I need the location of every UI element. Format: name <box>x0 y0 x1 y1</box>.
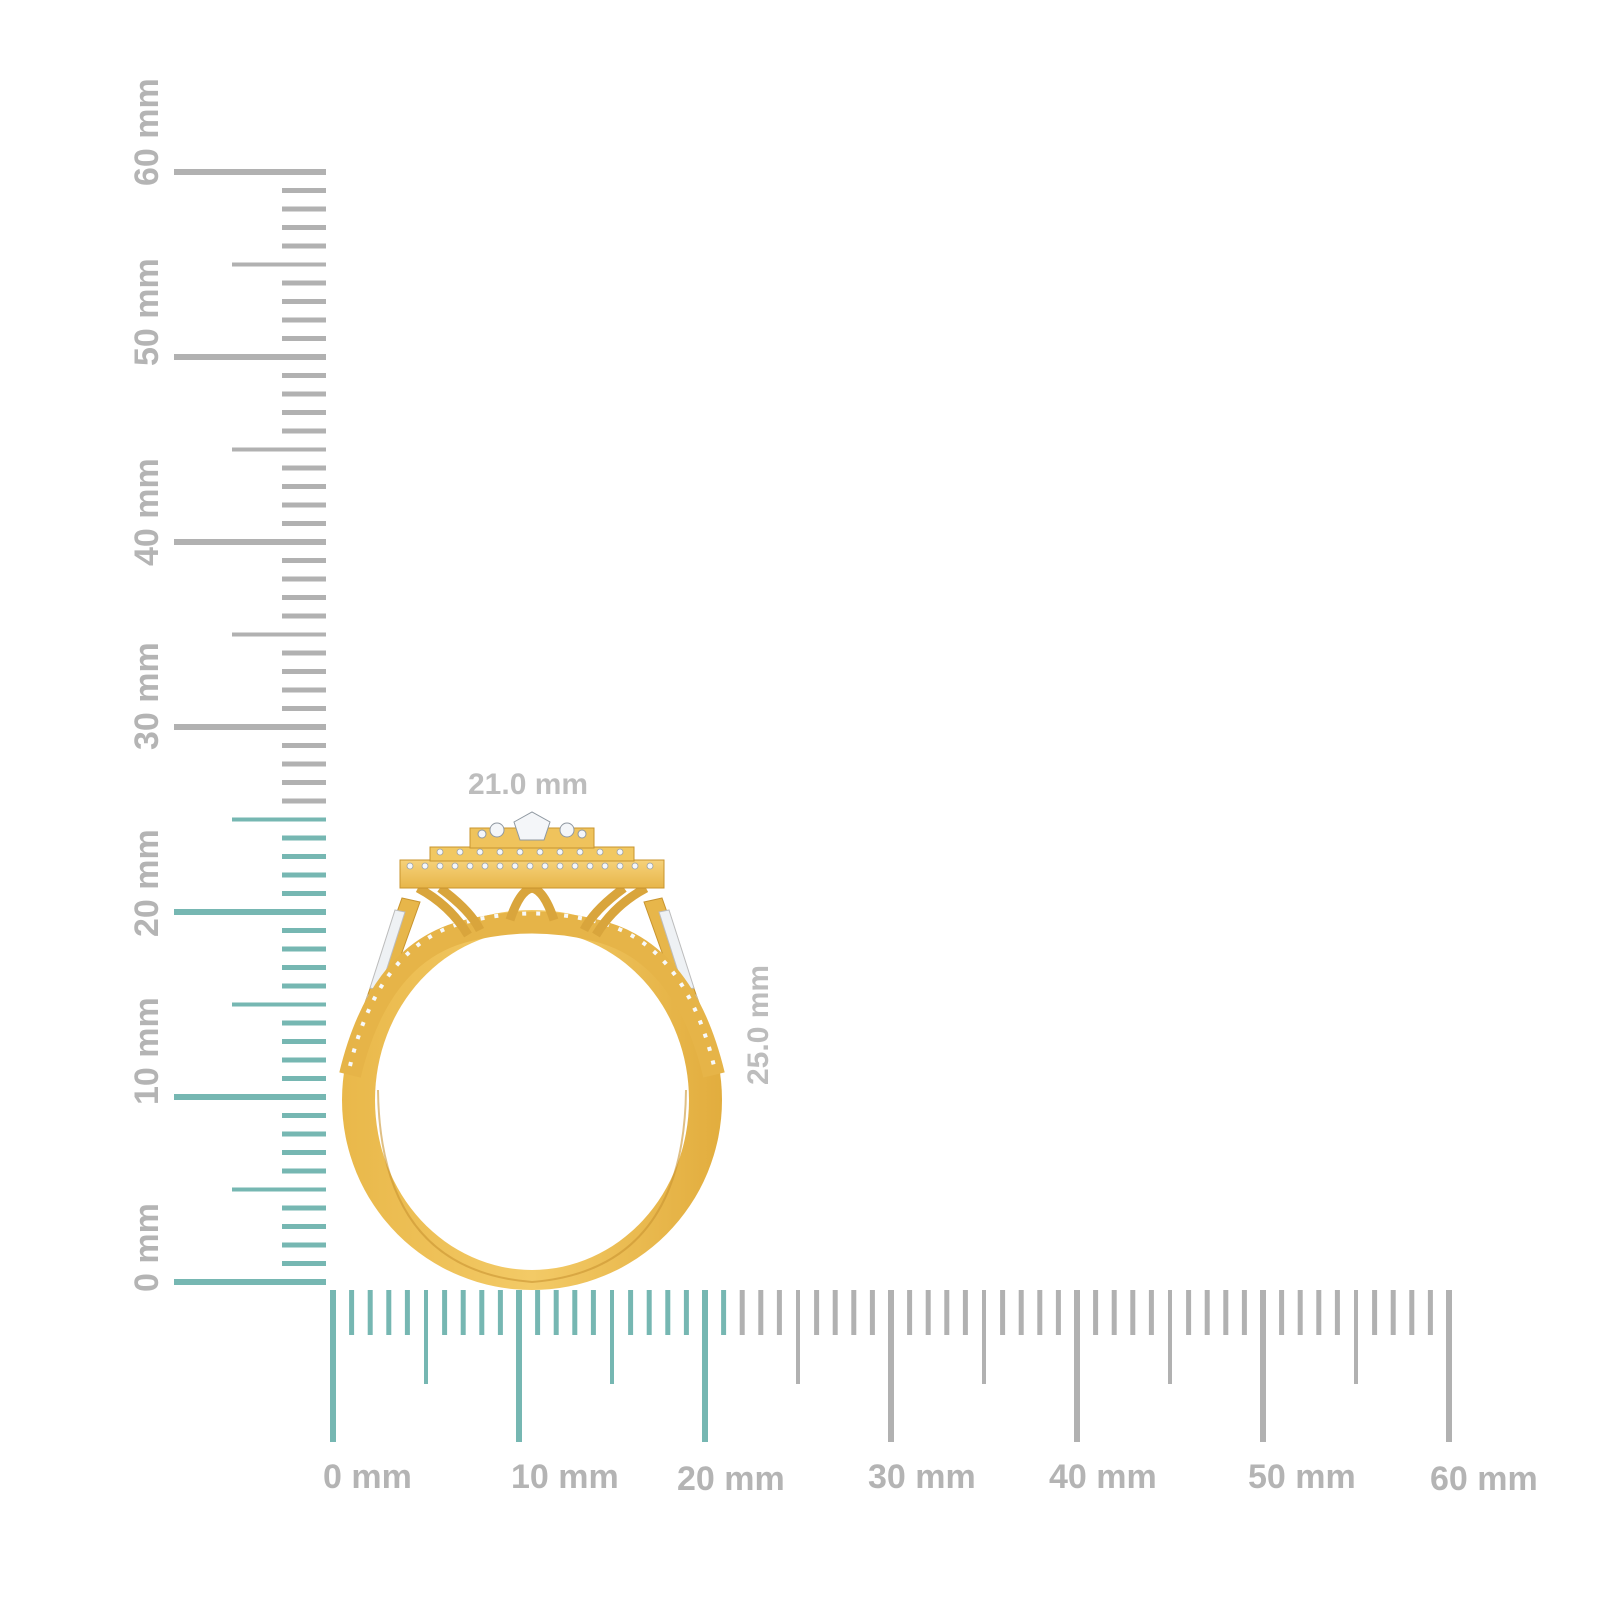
vertical-ruler-label-10: 10 mm <box>128 997 166 1105</box>
vertical-ruler-label-50: 50 mm <box>128 258 166 366</box>
vertical-ruler-label-40: 40 mm <box>128 458 166 566</box>
pave-band <box>339 911 725 1078</box>
vertical-ruler-label-30: 30 mm <box>128 642 166 750</box>
vertical-ruler-label-20: 20 mm <box>128 829 166 937</box>
vertical-ruler-label-0: 0 mm <box>128 1203 166 1292</box>
horizontal-ruler-label-10: 10 mm <box>511 1458 619 1496</box>
vertical-ruler-label-60: 60 mm <box>128 78 166 186</box>
halo-head <box>399 811 665 889</box>
center-diamond <box>477 811 587 841</box>
horizontal-ruler-label-20: 20 mm <box>677 1460 785 1498</box>
ring-shank <box>342 910 722 1290</box>
ring-height-label: 25.0 mm <box>742 964 775 1085</box>
horizontal-ruler-label-0: 0 mm <box>323 1458 412 1496</box>
ring-width-label: 21.0 mm <box>468 768 589 801</box>
horizontal-ruler-label-40: 40 mm <box>1049 1458 1157 1496</box>
horizontal-ruler-label-60: 60 mm <box>1430 1460 1538 1498</box>
horizontal-ruler-label-50: 50 mm <box>1248 1458 1356 1496</box>
horizontal-ruler-label-30: 30 mm <box>868 1458 976 1496</box>
